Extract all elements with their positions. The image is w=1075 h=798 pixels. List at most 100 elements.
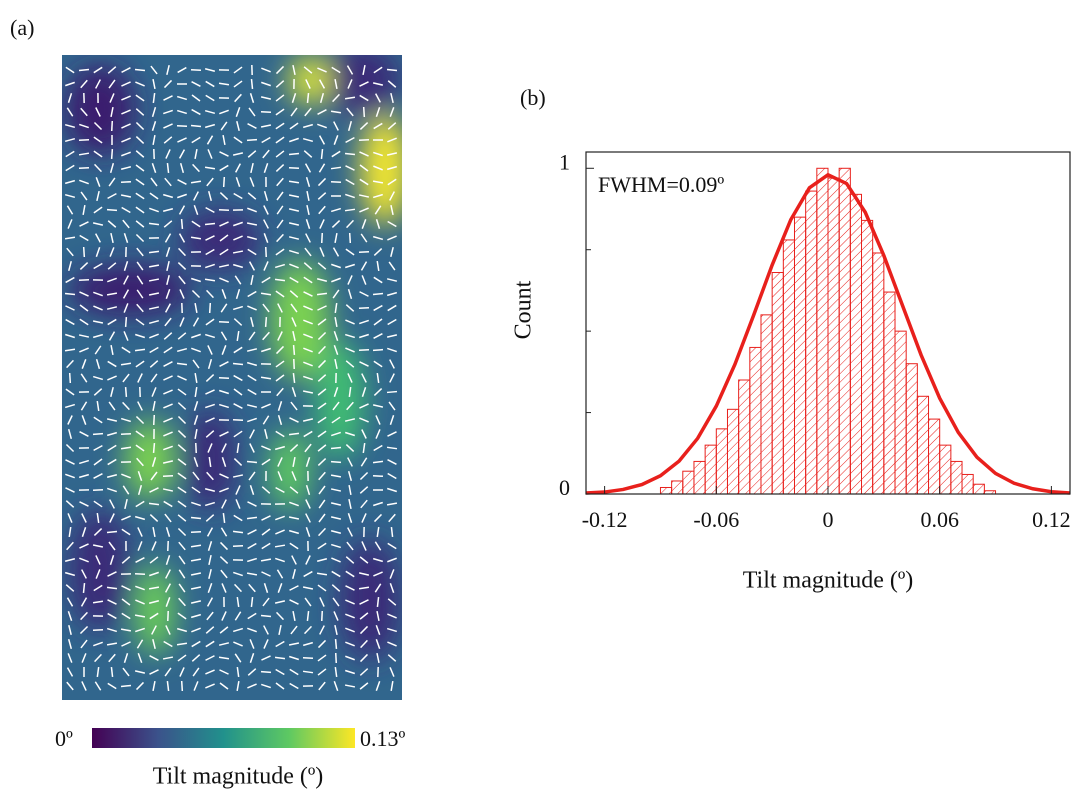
vector-arrow [135,94,145,102]
vector-arrow [249,443,255,453]
vector-arrow [93,150,103,158]
vector-arrow [332,247,340,257]
vector-arrow [302,390,314,394]
vector-arrow [121,598,131,606]
vector-arrow [80,401,88,411]
vector-arrow [177,458,187,466]
vector-arrow [359,599,369,605]
vector-arrow [110,232,114,244]
vector-arrow [149,556,159,564]
vector-arrow [386,627,398,633]
vector-arrow [334,78,338,90]
vector-arrow [135,121,145,131]
vector-arrow [218,264,230,268]
vector-arrow [219,556,229,564]
vector-arrow [345,193,355,199]
vector-arrow [274,445,286,451]
vector-arrow [247,150,257,158]
vector-arrow [387,472,397,480]
vector-arrow [135,360,145,368]
vector-arrow [163,346,173,354]
vector-arrow [148,502,160,506]
vector-arrow [232,362,244,366]
vector-arrow [149,333,159,339]
vector-arrow [232,152,244,156]
vector-arrow [289,655,299,661]
vector-arrow [165,555,171,565]
vector-arrow [68,260,72,272]
vector-arrow [163,500,173,508]
vector-arrow [233,430,243,438]
vector-arrow [278,624,282,636]
vector-arrow [235,499,241,509]
vector-arrow [193,681,199,691]
vector-arrow [330,488,342,492]
vector-arrow [81,569,87,579]
vector-arrow [165,149,171,159]
vector-arrow [164,317,172,327]
vector-arrow [305,233,311,243]
vector-arrow [246,348,258,352]
vector-arrow [318,135,326,145]
vector-arrow [302,123,314,129]
vector-arrow [219,682,229,690]
bar [861,219,874,495]
vector-arrow [176,627,188,633]
vector-arrow [303,262,313,270]
vector-arrow [389,107,395,117]
vector-arrow [93,444,103,452]
vector-arrow [152,680,156,692]
vector-arrow [277,331,283,341]
vector-arrow [275,65,285,75]
vector-arrow [288,516,300,520]
vector-arrow [292,330,296,342]
vector-arrow [107,458,117,466]
vector-arrow [345,248,355,256]
vector-arrow [275,290,285,298]
vector-arrow [260,292,272,296]
vector-arrow [178,541,186,551]
vector-arrow [234,93,242,103]
vector-arrow [232,263,244,269]
vector-arrow [290,303,298,313]
vector-arrow [250,596,254,608]
vector-arrow [205,318,215,326]
vector-arrow [152,442,156,454]
vector-arrow [236,442,240,454]
vector-arrow [67,415,73,425]
vector-arrow [361,541,367,551]
vector-arrow [178,569,186,579]
vector-arrow [302,670,314,674]
vector-arrow [386,152,398,156]
vector-arrow [193,191,199,201]
vector-arrow [289,122,299,130]
vector-arrow [82,204,86,216]
vector-arrow [95,177,101,187]
vector-arrow [135,681,145,691]
vector-arrow [317,402,327,410]
vector-arrow [334,638,338,650]
vector-arrow [331,584,341,592]
vector-arrow [306,610,310,622]
colorbar-title: Tilt magnitude (º) [153,764,324,790]
vector-arrow [80,611,88,621]
vector-arrow [345,165,355,171]
vector-arrow [387,487,397,493]
vector-arrow [64,571,76,577]
vector-arrow [261,528,271,536]
vector-arrow [121,206,131,214]
vector-arrow [288,249,300,255]
vector-arrow [95,555,101,565]
vector-arrow [80,107,88,117]
vector-arrow [360,639,368,649]
x-tick-label: -0.06 [693,507,739,532]
vector-arrow [387,542,397,550]
vector-arrow [345,347,355,353]
vector-arrow [107,571,117,577]
vector-arrow [318,485,326,495]
vector-arrow [305,484,311,496]
vector-arrow [176,642,188,646]
vector-arrow [387,220,397,228]
vector-arrow [318,163,326,173]
colorbar-max: 0.13º [360,726,406,751]
